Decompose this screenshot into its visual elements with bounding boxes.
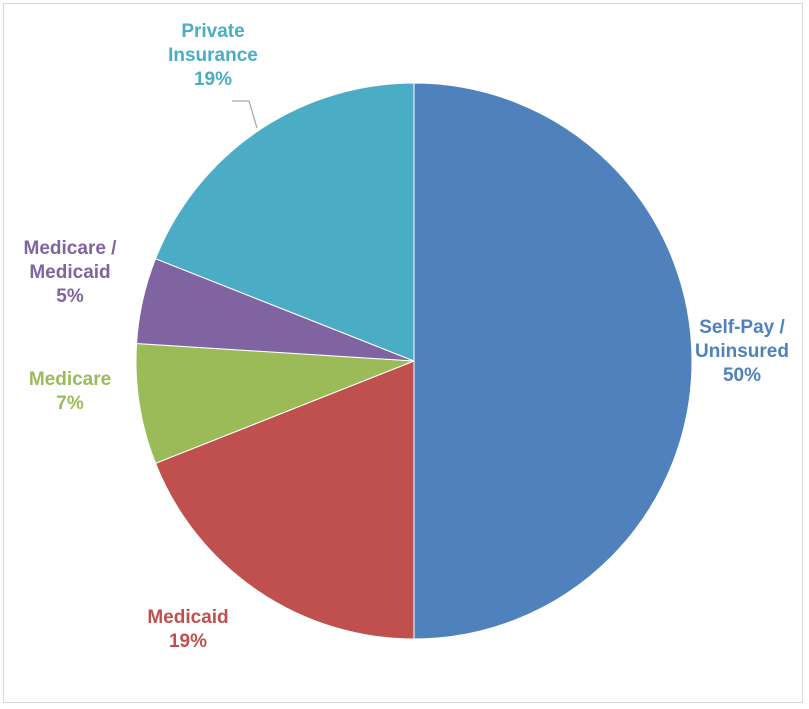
data-label-value: 5%	[56, 286, 84, 307]
leader-line	[232, 100, 258, 129]
data-label-value: 7%	[56, 393, 84, 414]
data-label-category: Insurance	[168, 45, 258, 66]
pie-slice	[413, 82, 693, 640]
data-label-category: Private	[181, 21, 244, 42]
data-label-category: Uninsured	[695, 341, 789, 362]
data-label: Private Insurance 19%	[168, 21, 258, 90]
data-label-category: Medicare	[29, 369, 111, 390]
data-label-category: Medicaid	[147, 607, 228, 628]
data-label-value: 19%	[194, 69, 232, 90]
data-label: Medicare 7%	[29, 369, 111, 414]
pie-slice	[135, 343, 415, 464]
data-label: Medicare / Medicaid 5%	[24, 238, 118, 307]
data-label-category: Self-Pay /	[699, 317, 785, 338]
data-label-value: 50%	[723, 365, 761, 386]
pie-slice	[154, 360, 415, 640]
data-label-value: 19%	[169, 631, 207, 652]
data-label: Medicaid 19%	[147, 607, 228, 652]
data-label: Self-Pay / Uninsured 50%	[695, 317, 789, 386]
data-label-category: Medicaid	[29, 262, 110, 283]
pie-slice	[154, 82, 415, 362]
data-label-category: Medicare /	[24, 238, 118, 259]
